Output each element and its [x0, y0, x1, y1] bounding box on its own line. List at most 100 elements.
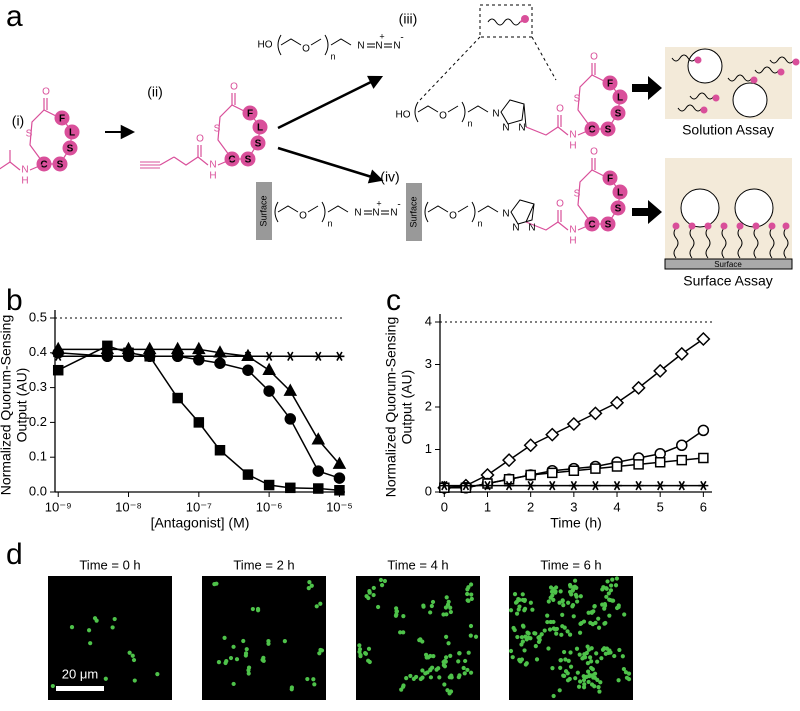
marker — [482, 478, 493, 489]
cell — [549, 589, 555, 594]
cell — [317, 651, 322, 656]
cell — [112, 616, 117, 622]
label: O — [556, 199, 564, 210]
marker — [633, 480, 644, 491]
cell — [408, 673, 413, 679]
peg-bracket — [321, 201, 326, 223]
cell — [520, 639, 525, 644]
cell — [255, 608, 261, 613]
cell — [444, 634, 449, 640]
cell — [443, 605, 449, 610]
cell — [565, 629, 570, 634]
label: O — [556, 104, 564, 115]
cell — [577, 652, 582, 657]
label: O — [196, 134, 204, 145]
label: O — [439, 111, 447, 122]
marker — [214, 351, 225, 361]
residue — [600, 216, 616, 232]
label: N — [375, 41, 382, 52]
marker — [568, 480, 579, 491]
cell — [567, 632, 573, 637]
cell — [608, 588, 614, 593]
bond — [525, 221, 569, 231]
cell — [590, 667, 595, 672]
cell — [596, 625, 602, 630]
panel-label: b — [6, 284, 23, 317]
cell — [561, 649, 567, 655]
cell — [608, 597, 613, 603]
label: S — [26, 129, 33, 140]
cell — [553, 585, 559, 590]
cell — [558, 589, 563, 594]
label: N — [518, 123, 525, 134]
vesicle — [732, 82, 768, 118]
cell — [428, 675, 434, 680]
marker — [123, 351, 134, 361]
x-tick-label: 10⁻⁷ — [186, 499, 212, 514]
bond — [447, 105, 459, 113]
label: F — [247, 109, 253, 120]
cell — [382, 578, 388, 584]
cell — [234, 657, 240, 662]
peg-bracket — [277, 34, 282, 56]
label: S — [574, 94, 581, 105]
cell — [530, 607, 535, 612]
marker — [313, 483, 324, 494]
marker — [631, 380, 646, 395]
residue — [64, 124, 80, 140]
label: O — [299, 211, 307, 222]
label: H — [209, 171, 216, 182]
probe — [737, 227, 743, 259]
bond — [173, 156, 209, 166]
cell — [468, 670, 474, 675]
cell — [545, 619, 550, 625]
cell — [366, 595, 371, 601]
cell — [517, 597, 522, 602]
marker — [697, 424, 710, 437]
x-tick-label: 10⁻⁹ — [45, 499, 72, 514]
label: Surface — [714, 260, 742, 269]
marker — [633, 459, 644, 470]
label: O — [590, 52, 598, 63]
marker — [460, 482, 472, 493]
label: O — [590, 147, 598, 158]
cell — [398, 630, 403, 635]
marker — [283, 383, 298, 396]
label: L — [69, 128, 75, 139]
surface-bar — [256, 182, 272, 240]
cell — [521, 624, 526, 629]
cell — [508, 648, 514, 654]
marker — [262, 362, 276, 375]
cell — [216, 660, 222, 665]
cell — [357, 647, 363, 652]
label: S — [214, 124, 221, 135]
cell — [515, 634, 520, 640]
cell — [513, 600, 519, 605]
y-tick-label: 0.4 — [29, 344, 47, 359]
probe-head — [777, 68, 785, 76]
label: Time = 4 h — [387, 557, 448, 572]
cell — [519, 635, 525, 640]
cell — [456, 659, 461, 664]
cell — [551, 626, 556, 631]
label: N — [354, 208, 361, 219]
cell — [528, 600, 533, 605]
residue — [610, 200, 626, 216]
marker — [439, 482, 450, 493]
probe — [754, 66, 780, 74]
marker — [242, 469, 254, 480]
series-line — [58, 348, 340, 465]
probe-head — [694, 56, 702, 64]
label: n — [467, 118, 472, 128]
bond — [310, 38, 322, 46]
cell — [583, 655, 588, 660]
label: N — [528, 223, 535, 234]
label: N — [393, 41, 400, 52]
label: S — [615, 204, 622, 215]
probe-head — [752, 222, 760, 230]
cell — [577, 630, 583, 635]
marker — [590, 463, 601, 474]
probe-head — [736, 222, 744, 230]
residue — [52, 156, 68, 172]
bond — [277, 146, 376, 180]
